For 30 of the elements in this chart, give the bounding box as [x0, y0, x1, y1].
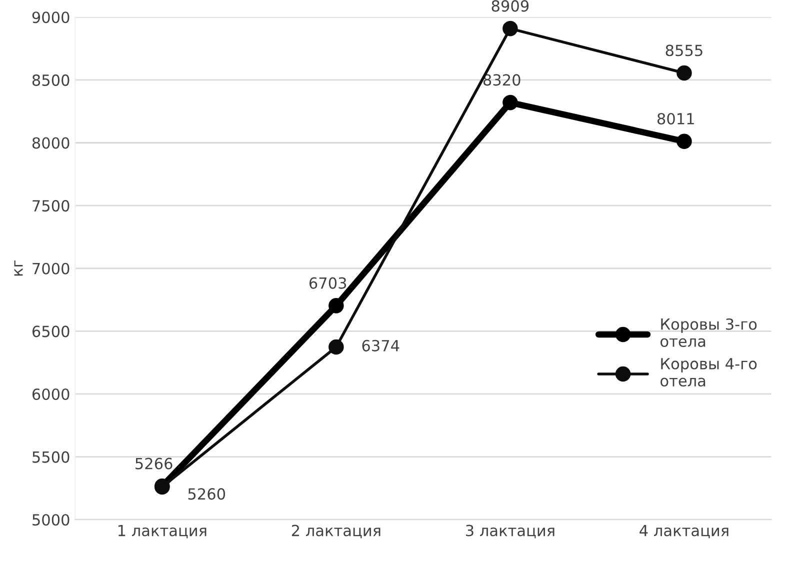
- y-tick-label: 7500: [32, 200, 70, 212]
- legend-label: Коровы 3-го отела: [660, 318, 757, 348]
- y-tick-label: 9000: [32, 12, 70, 24]
- point: [676, 65, 692, 81]
- x-tick-label: 4 лактация: [640, 524, 728, 538]
- data-label: 5260: [188, 488, 226, 500]
- legend-label: Коровы 4-го отела: [660, 358, 757, 387]
- data-label: 8555: [666, 44, 702, 56]
- x-tick-label: 1 лактация: [118, 524, 206, 538]
- y-axis-title: кг: [14, 260, 23, 276]
- data-label: 8320: [483, 74, 520, 86]
- point: [502, 20, 518, 36]
- x-tick-label: 2 лактация: [292, 524, 380, 538]
- y-tick-label: 8500: [32, 74, 70, 86]
- data-label: 5266: [136, 458, 172, 470]
- y-tick-label: 6500: [32, 326, 70, 338]
- point: [502, 94, 518, 110]
- point: [328, 298, 344, 314]
- data-label: 6703: [309, 277, 346, 289]
- x-tick-label: 3 лактация: [466, 524, 554, 538]
- y-tick-label: 5000: [32, 514, 70, 526]
- y-tick-label: 8000: [32, 137, 70, 149]
- data-label: 8909: [492, 0, 529, 12]
- y-tick-label: 6000: [32, 388, 70, 400]
- y-tick-label: 7000: [32, 262, 70, 274]
- point: [676, 134, 692, 150]
- data-label: 8011: [657, 112, 694, 125]
- data-label: 6374: [362, 340, 400, 352]
- y-tick-label: 5500: [32, 451, 70, 463]
- point: [328, 339, 344, 355]
